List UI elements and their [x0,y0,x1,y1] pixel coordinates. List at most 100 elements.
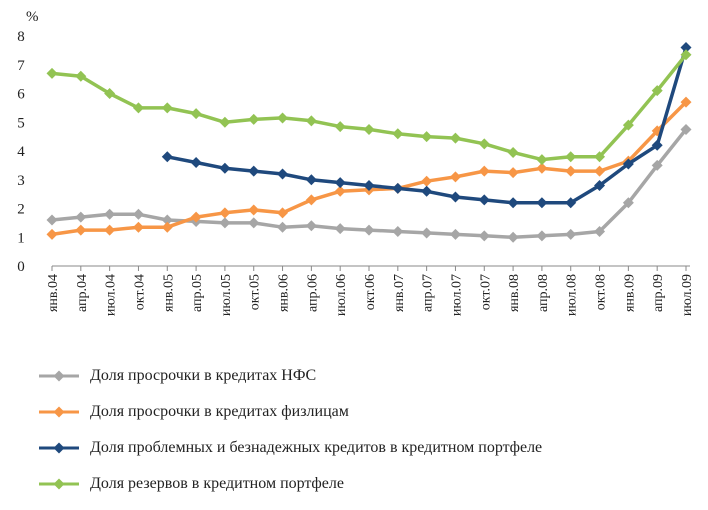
data-point [190,108,202,120]
data-point [363,180,375,191]
legend-item: Доля резервов в кредитном портфеле [38,470,698,497]
data-point [478,165,490,177]
data-point [680,42,692,53]
data-point [248,217,260,229]
data-point [507,146,519,158]
data-point [449,228,461,240]
data-point [622,158,634,170]
data-point [46,228,58,240]
y-tick-label: 2 [17,202,25,218]
legend-label: Доля просрочки в кредитах НФС [90,366,317,384]
data-point [594,180,606,191]
x-tick-label: янв.05 [161,274,176,312]
data-point [46,214,58,226]
data-point [536,154,548,166]
legend-swatch [39,442,79,453]
x-tick-label: окт.05 [248,274,263,310]
data-point [277,221,289,233]
legend: Доля просрочки в кредитах НФС Доля просро… [38,362,698,506]
data-point [219,217,231,229]
x-axis-ticks: янв.04 апр.04 июл.04 окт.04 янв.05 апр.05 июл.… [46,274,695,316]
data-point [104,208,116,220]
data-point [161,221,173,233]
x-tick-label: апр.06 [305,274,320,312]
y-tick-label: 3 [17,173,25,189]
data-point [132,102,144,114]
data-point [190,211,202,223]
series-2 [46,96,692,240]
data-point [392,226,404,237]
data-point [334,121,346,133]
data-point [132,221,144,233]
x-tick-label: янв.07 [392,274,407,312]
legend-label: Доля резервов в кредитном портфеле [90,474,344,492]
x-tick-label: окт.04 [132,274,147,310]
legend-item: Доля просрочки в кредитах физлицам [38,398,698,425]
x-tick-label: янв.08 [507,274,522,312]
y-tick-label: 7 [17,58,25,74]
y-tick-label: 1 [17,230,25,246]
data-point [161,102,173,114]
x-tick-label: июл.07 [449,274,464,316]
data-point [248,165,260,177]
data-point [507,197,519,209]
data-point [219,116,231,128]
data-point [449,132,461,144]
data-point [507,231,519,243]
x-tick-label: июл.06 [334,274,349,316]
series-line [51,53,688,162]
data-point [622,119,634,131]
x-tick-label: апр.08 [536,274,551,312]
data-point [421,131,433,143]
data-point [449,171,461,183]
data-point [104,224,116,236]
x-tick-label: янв.09 [622,274,637,312]
data-point [536,197,548,209]
x-tick-label: июл.05 [219,274,234,316]
data-point [132,208,144,220]
legend-swatch-marker [53,478,65,489]
data-point [104,88,116,99]
series-4 [46,49,692,166]
y-tick-label: 4 [17,144,25,160]
data-point [334,177,346,189]
data-point [421,185,433,197]
x-tick-label: окт.06 [363,274,378,310]
data-point [334,185,346,197]
x-tick-label: июл.08 [565,274,580,316]
legend-swatch [39,478,79,489]
y-tick-label: 6 [17,87,25,103]
legend-item: Доля проблемных и безнадежных кредитов в… [38,434,698,461]
legend-swatch-marker [53,370,65,381]
x-tick-label: июл.09 [680,274,695,316]
data-point [161,151,173,163]
data-point [75,224,87,236]
legend-swatch-marker [53,406,65,417]
data-point [622,197,634,209]
x-tick-label: янв.06 [277,274,292,312]
data-point [651,139,663,151]
legend-label: Доля проблемных и безнадежных кредитов в… [90,438,543,456]
data-point [565,228,577,240]
data-point [248,204,260,216]
data-point [248,113,260,125]
data-point [680,123,692,135]
legend-swatch [39,406,79,417]
data-point [392,182,404,194]
data-point [565,151,577,163]
data-point [219,162,231,174]
data-point [305,220,317,232]
y-axis-ticks: 0 1 2 3 4 5 6 7 8 [17,29,25,275]
x-tick-label: окт.08 [594,274,609,310]
legend-swatch [39,370,79,381]
y-tick-label: 8 [17,29,25,45]
data-point [680,96,692,108]
y-tick-label: 0 [17,259,25,275]
data-point [190,157,202,168]
legend-swatch-marker [53,442,65,453]
data-point [161,214,173,226]
data-point [449,191,461,203]
data-point [363,224,375,236]
data-point [305,115,317,127]
data-point [594,151,606,163]
